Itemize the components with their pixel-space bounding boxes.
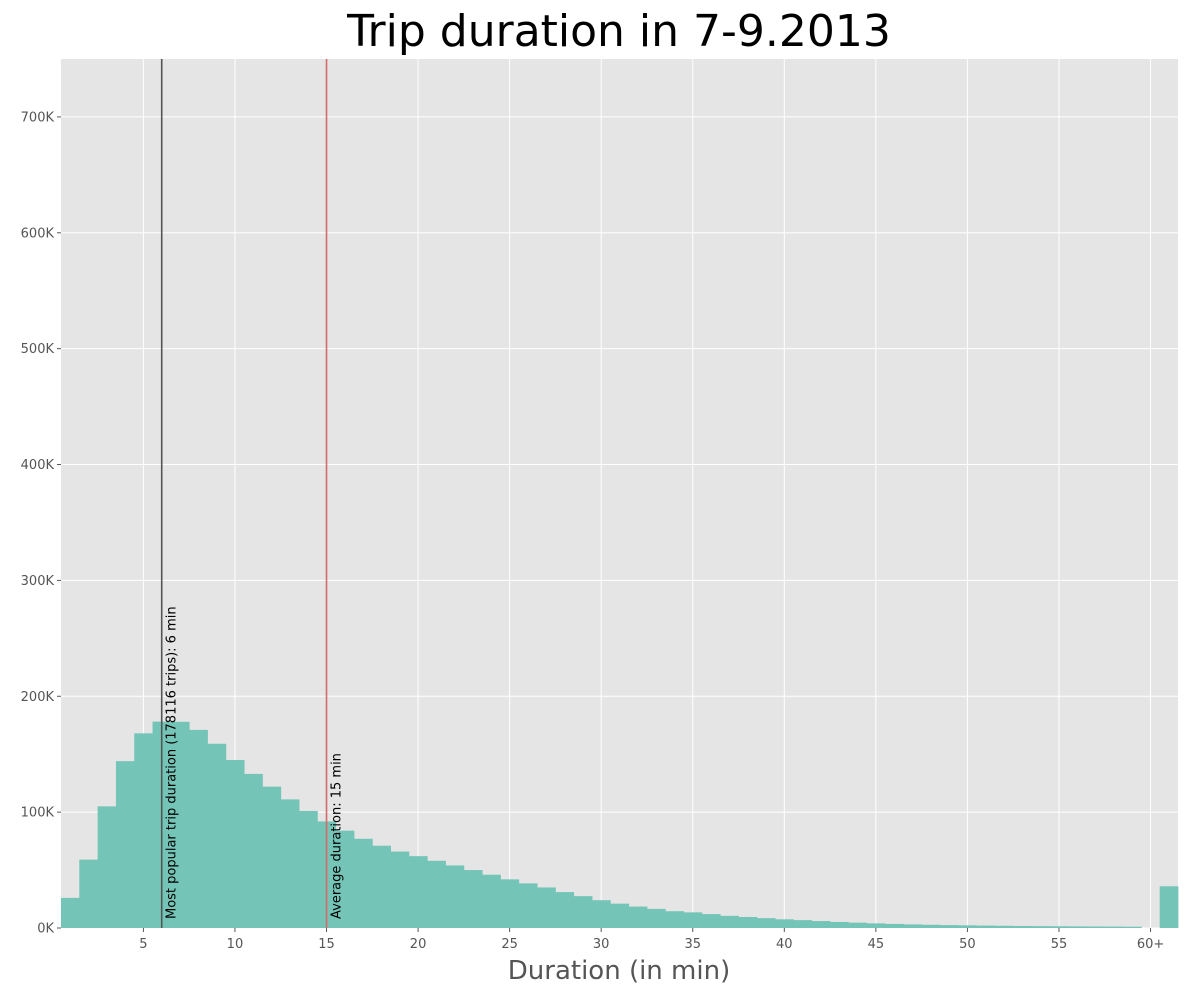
bar: [830, 921, 849, 928]
x-tick-label: 50: [959, 937, 976, 952]
bar: [244, 773, 263, 928]
x-tick-label: 15: [318, 937, 335, 952]
bar: [335, 830, 355, 928]
bar: [61, 897, 80, 928]
x-tick-label: 40: [776, 937, 793, 952]
x-tick-label: 20: [410, 937, 427, 952]
bar: [976, 925, 996, 928]
bar: [115, 761, 135, 928]
bar: [683, 912, 703, 928]
bar: [903, 924, 923, 928]
y-tick-label: 600K: [21, 226, 55, 241]
bar: [848, 922, 868, 928]
bar: [701, 914, 721, 928]
bar: [994, 925, 1014, 928]
bar: [134, 733, 153, 928]
bar: [262, 786, 282, 928]
bar: [1104, 926, 1124, 928]
mean-line-label: Average duration: 15 min: [330, 753, 345, 919]
bar: [463, 870, 483, 928]
bar: [885, 923, 904, 928]
bar: [1013, 925, 1032, 928]
bar: [97, 806, 117, 928]
y-tick-label: 700K: [21, 110, 55, 125]
bar: [720, 915, 739, 928]
bar: [189, 729, 208, 928]
bar: [756, 918, 776, 928]
bar: [610, 903, 630, 928]
bar: [665, 911, 684, 928]
bar: [646, 908, 666, 928]
bar: [518, 883, 538, 928]
reference-lines: Most popular trip duration (178116 trips…: [160, 59, 345, 928]
chart-title: Trip duration in 7-9.2013: [347, 6, 891, 57]
y-tick-label: 300K: [21, 574, 55, 589]
bar: [353, 838, 373, 928]
bar: [866, 923, 886, 928]
bar: [958, 925, 977, 928]
bar: [372, 845, 392, 928]
bar: [811, 921, 831, 928]
bars: [61, 721, 1179, 928]
bar: [207, 743, 227, 928]
bar: [1086, 926, 1106, 928]
x-tick-label: 45: [868, 937, 885, 952]
bar: [408, 856, 428, 928]
bar: [939, 925, 959, 928]
y-tick-label: 400K: [21, 458, 55, 473]
x-tick-label: 5: [139, 937, 147, 952]
x-tick-label: 35: [684, 937, 701, 952]
grid-lines: [61, 59, 1178, 929]
bar: [482, 874, 501, 928]
bar: [170, 721, 190, 928]
bar: [299, 810, 318, 928]
x-tick-label: 10: [227, 937, 244, 952]
bar: [390, 851, 410, 928]
bar: [537, 887, 556, 928]
y-tick-label: 500K: [21, 342, 55, 357]
bar: [1068, 926, 1087, 928]
bar: [738, 916, 758, 928]
bar: [280, 799, 300, 928]
y-tick-label: 100K: [21, 806, 55, 821]
bar: [628, 906, 648, 928]
x-tick-label: 30: [593, 937, 610, 952]
mode-line-label: Most popular trip duration (178116 trips…: [165, 606, 180, 919]
bar: [1031, 926, 1051, 928]
bar: [225, 759, 245, 928]
bar: [500, 879, 520, 928]
bar: [555, 892, 575, 928]
bar: [592, 900, 611, 928]
bar: [921, 924, 941, 928]
bar: [427, 860, 446, 928]
y-tick-label: 200K: [21, 690, 55, 705]
x-tick-label: 25: [501, 937, 518, 952]
x-tick-label: 55: [1051, 937, 1068, 952]
bar: [573, 896, 593, 928]
y-tick-label: 0K: [37, 922, 54, 937]
axis-ticks: 0K 100K 200K 300K 400K 500K 600K 700K 5 10 15 20 25 3…: [21, 110, 1165, 952]
bar: [1049, 926, 1069, 928]
x-axis-title: Duration (in min): [508, 956, 730, 986]
bar: [1123, 926, 1142, 928]
x-tick-label: 60+: [1137, 937, 1164, 952]
bar: [79, 859, 99, 928]
bar: [445, 865, 465, 928]
bar: [1159, 886, 1179, 928]
bar: [793, 920, 813, 928]
bar: [775, 919, 794, 928]
